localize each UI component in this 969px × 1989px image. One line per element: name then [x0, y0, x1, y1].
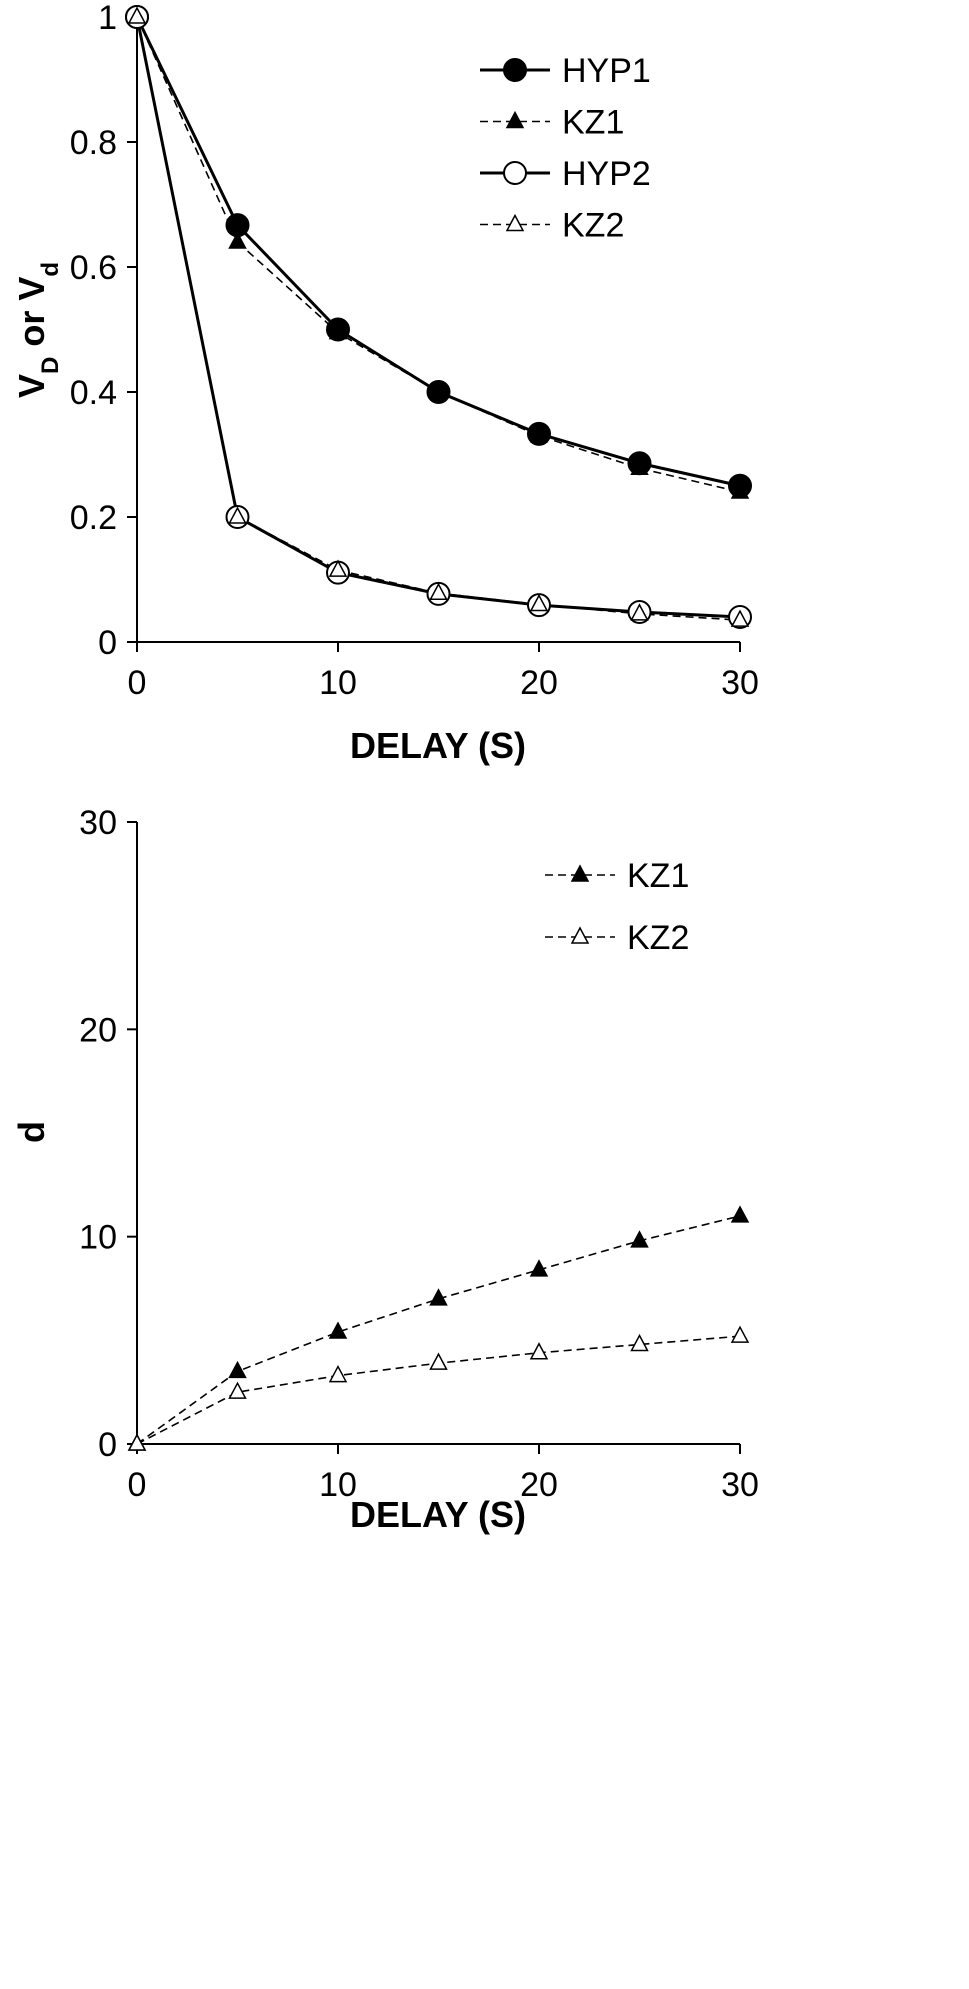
data-point-kz1: [429, 381, 448, 399]
legend-marker-kz1: [570, 864, 590, 882]
y-tick-label: 1: [98, 0, 117, 37]
legend-label-kz2: KZ2: [562, 207, 624, 245]
x-tick-label: 20: [520, 664, 558, 702]
x-tick-label: 10: [319, 1466, 357, 1504]
series-line-kz1: [136, 1215, 741, 1445]
data-point-kz1: [630, 457, 649, 475]
series-line-kz2: [136, 1335, 741, 1445]
x-axis-title: DELAY (S): [350, 1494, 526, 1535]
data-point-kz1: [730, 1205, 750, 1223]
legend-marker-kz2: [570, 926, 590, 944]
y-axis-title: d: [11, 1121, 52, 1143]
y-tick-label: 0: [98, 1426, 117, 1464]
data-point-kz2: [429, 1352, 448, 1370]
top-series: [125, 5, 752, 629]
data-point-kz2: [730, 609, 750, 627]
data-point-kz2: [630, 1333, 649, 1352]
y-tick-label: 10: [79, 1219, 117, 1257]
data-point-kz1: [429, 1288, 448, 1306]
bottom-axes: 0 10 20 30 0 10 20 30: [79, 804, 759, 1504]
y-tick-label: 0.2: [70, 499, 117, 537]
data-point-kz2: [228, 506, 247, 524]
y-tick-label: 0: [98, 624, 117, 662]
data-point-kz1: [328, 1321, 348, 1339]
top-axes: 00.20.40.60.810 10 20 30: [70, 0, 759, 702]
data-point-kz2: [429, 582, 448, 600]
legend-label-hyp1: HYP1: [562, 52, 651, 90]
data-point-kz1: [228, 231, 247, 249]
data-point-kz1: [529, 425, 549, 443]
x-tick-label: 0: [128, 664, 147, 702]
data-point-kz1: [730, 481, 750, 499]
chart-bottom: 0 10 20 30 0 10 20 30 KZ1 KZ2 DELAY (S) d: [11, 804, 759, 1535]
x-tick-label: 30: [721, 1466, 759, 1504]
series-line-hyp2: [135, 16, 741, 619]
data-point-kz1: [630, 1230, 649, 1248]
legend-marker-kz2: [505, 213, 525, 232]
top-legend: HYP1 KZ1 HYP2 KZ2: [480, 52, 651, 245]
data-point-kz2: [730, 1325, 750, 1343]
data-point-kz1: [328, 322, 348, 340]
legend-label-hyp2: HYP2: [562, 155, 651, 193]
legend-label-kz2: KZ2: [627, 919, 689, 957]
x-axis-title: DELAY (S): [350, 725, 526, 766]
series-line-kz2: [136, 16, 741, 621]
legend-marker-hyp2: [503, 161, 527, 185]
y-axis-title: VD or Vd: [11, 262, 64, 398]
data-point-kz1: [529, 1259, 549, 1277]
y-tick-label: 20: [79, 1011, 117, 1049]
x-tick-label: 30: [721, 664, 759, 702]
data-point-kz2: [328, 1364, 348, 1383]
y-tick-label: 0.8: [70, 124, 117, 162]
data-point-kz1: [228, 1360, 247, 1379]
data-point-kz2: [228, 1381, 247, 1399]
data-point-kz2: [630, 603, 649, 621]
y-tick-label: 0.4: [70, 374, 117, 412]
data-point-kz2: [529, 593, 549, 612]
legend-label-kz1: KZ1: [627, 857, 689, 895]
legend-marker-hyp1: [503, 58, 527, 82]
y-tick-label: 0.6: [70, 249, 117, 287]
legend-marker-kz1: [505, 110, 525, 129]
data-point-kz2: [127, 1433, 147, 1451]
x-tick-label: 10: [319, 664, 357, 702]
data-point-kz2: [328, 559, 348, 577]
bottom-legend: KZ1 KZ2: [545, 857, 689, 957]
y-tick-label: 30: [79, 804, 117, 842]
data-point-kz2: [529, 1342, 549, 1360]
x-tick-label: 20: [520, 1466, 558, 1504]
legend-label-kz1: KZ1: [562, 104, 624, 142]
data-point-kz2: [127, 6, 147, 24]
bottom-series: [127, 1205, 750, 1451]
x-tick-label: 0: [128, 1466, 147, 1504]
